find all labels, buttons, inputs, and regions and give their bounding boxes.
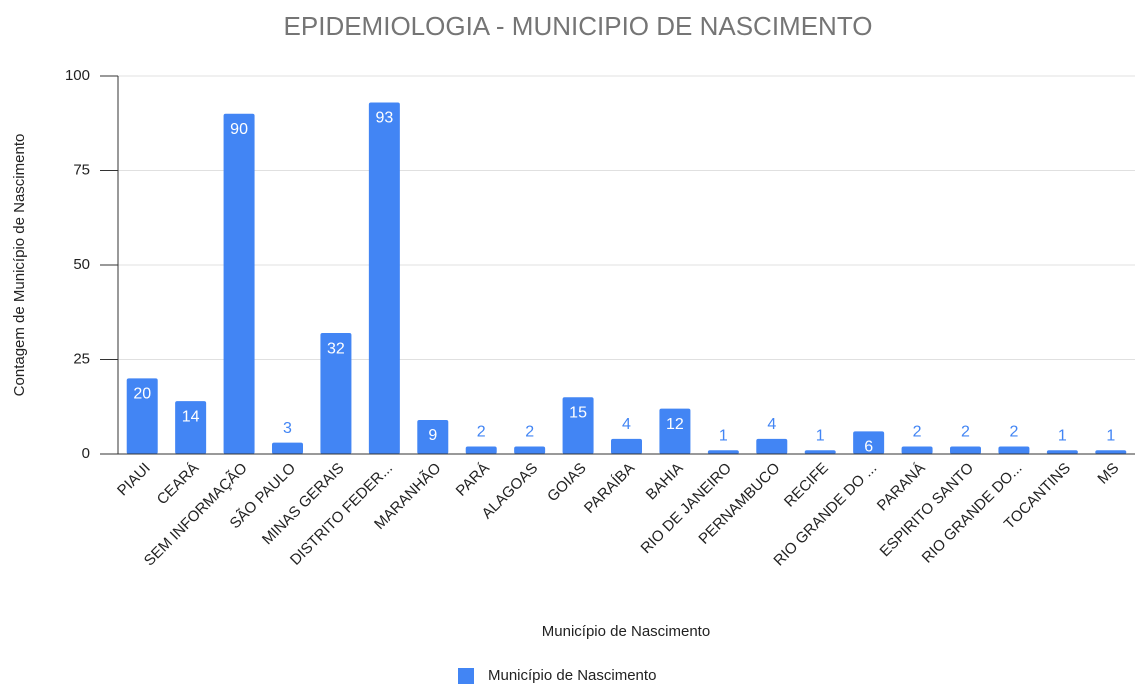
data-label: 12 xyxy=(666,416,684,433)
y-tick-label: 75 xyxy=(73,161,90,178)
bar xyxy=(611,438,642,454)
y-tick-label: 50 xyxy=(73,256,90,273)
bar xyxy=(1095,450,1127,454)
y-axis-label: Contagem de Município de Nascimento xyxy=(11,134,28,397)
bar xyxy=(514,446,546,454)
x-tick-label: MS xyxy=(1094,460,1122,488)
data-label: 4 xyxy=(622,416,631,433)
data-label: 2 xyxy=(1009,424,1018,441)
data-label: 3 xyxy=(283,420,292,437)
data-label: 9 xyxy=(428,427,437,444)
y-tick-label: 25 xyxy=(73,350,90,367)
data-label: 15 xyxy=(569,405,587,422)
data-label: 2 xyxy=(477,424,486,441)
x-tick-label: GOIAS xyxy=(544,460,590,506)
data-label: 1 xyxy=(1058,427,1067,444)
bar xyxy=(272,442,303,454)
x-tick-label: CEARÁ xyxy=(154,460,203,509)
bar xyxy=(126,378,158,454)
y-tick-label: 100 xyxy=(65,67,90,84)
bar xyxy=(950,446,981,454)
data-label: 2 xyxy=(961,424,970,441)
y-tick-label: 0 xyxy=(82,445,90,462)
bar xyxy=(659,408,691,454)
x-tick-label: BAHIA xyxy=(643,460,687,504)
data-label: 20 xyxy=(133,386,151,403)
data-label: 1 xyxy=(1106,427,1115,444)
x-tick-label: RIO DE JANEIRO xyxy=(638,460,735,557)
bar xyxy=(804,450,836,454)
data-label: 4 xyxy=(767,416,776,433)
bar xyxy=(175,401,207,454)
bar xyxy=(901,446,933,454)
bar xyxy=(1046,450,1078,454)
x-tick-label: MINAS GERAIS xyxy=(259,460,348,549)
bar xyxy=(417,419,449,454)
data-label: 1 xyxy=(719,427,728,444)
bar xyxy=(998,446,1030,454)
bar xyxy=(853,431,885,454)
data-label: 1 xyxy=(816,427,825,444)
bar xyxy=(707,450,739,454)
bar xyxy=(320,333,352,454)
data-label: 93 xyxy=(375,110,393,127)
bar xyxy=(368,102,400,455)
data-label: 2 xyxy=(525,424,534,441)
data-label: 2 xyxy=(913,424,922,441)
x-tick-label: PARÁ xyxy=(453,460,493,500)
chart-title: EPIDEMIOLOGIA - MUNICIPIO DE NASCIMENTO xyxy=(284,11,873,41)
bar xyxy=(756,438,788,454)
data-label: 14 xyxy=(182,408,200,425)
bar xyxy=(562,397,594,454)
bar xyxy=(223,113,255,455)
x-axis-label: Município de Nascimento xyxy=(542,623,710,640)
legend-swatch xyxy=(458,668,474,684)
data-label: 6 xyxy=(864,439,873,456)
legend-label: Município de Nascimento xyxy=(488,667,656,684)
data-label: 32 xyxy=(327,340,345,357)
data-label: 90 xyxy=(230,121,248,138)
bar xyxy=(465,446,497,454)
x-tick-label: PARAÍBA xyxy=(581,460,638,517)
x-tick-label: PIAUI xyxy=(114,460,154,500)
